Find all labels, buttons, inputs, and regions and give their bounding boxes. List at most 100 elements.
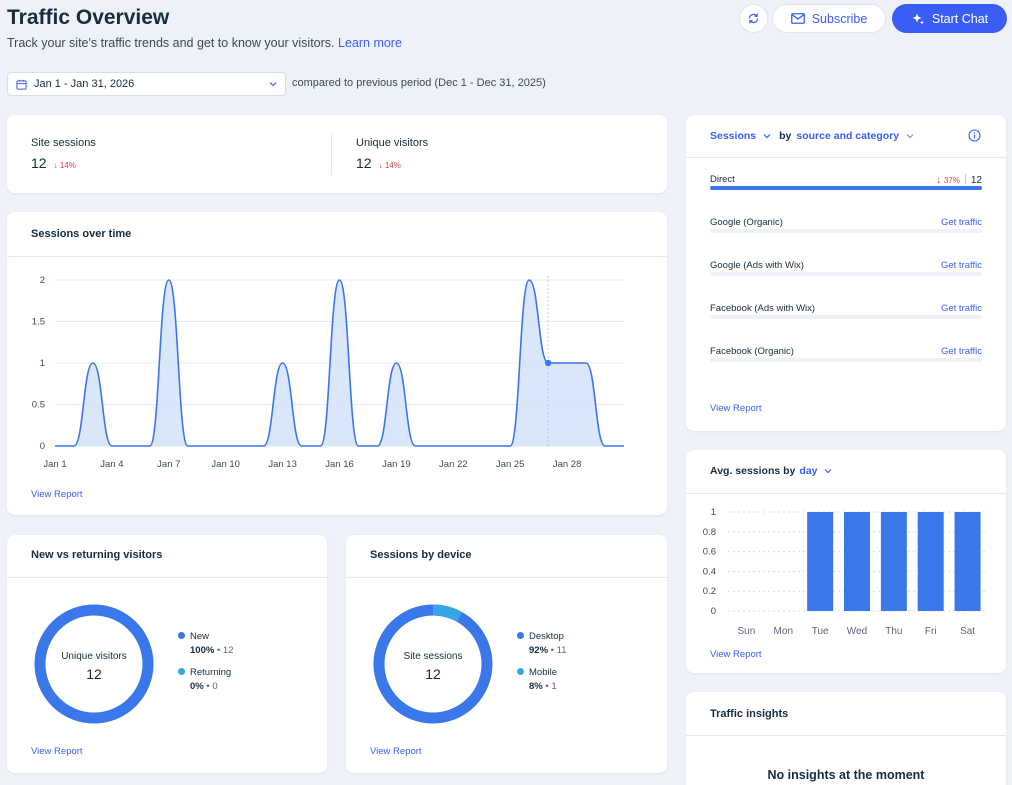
legend-count: 0 — [212, 681, 218, 692]
bar[interactable] — [954, 512, 981, 611]
source-row: Google (Organic) Get traffic — [710, 217, 982, 233]
x-tick-label: Jan 16 — [325, 459, 354, 470]
x-tick-label: Jan 19 — [382, 459, 411, 470]
start-chat-label: Start Chat — [931, 11, 989, 26]
avg-sessions-bar-chart[interactable]: 0 0.2 0.4 0.6 0.8 1 Sun Mon Tue Wed Thu Fri Sat — [686, 493, 1006, 645]
legend-percent: 8% — [529, 681, 543, 692]
bar[interactable] — [917, 512, 944, 611]
sessions-line-chart[interactable]: 0 0.5 1 1.5 2 Jan 1 Jan 4 Jan 7 Jan 10 Jan 13 Jan … — [7, 256, 667, 486]
get-traffic-link[interactable]: Get traffic — [940, 303, 982, 314]
card-divider — [686, 735, 1006, 736]
legend-dot — [517, 668, 524, 675]
x-tick-label: Jan 4 — [100, 459, 123, 470]
info-icon[interactable] — [968, 129, 981, 142]
new-vs-returning-view-report-link[interactable]: View Report — [31, 746, 83, 757]
y-tick-label: 0.8 — [703, 527, 716, 538]
day-dropdown-label: day — [799, 465, 818, 477]
legend-item-mobile: Mobile 8% • 1 — [517, 667, 557, 692]
unique-visitors-value: 12 — [356, 155, 372, 171]
start-chat-button[interactable]: Start Chat — [892, 4, 1007, 33]
new-vs-returning-title: New vs returning visitors — [31, 549, 163, 561]
legend-percent: 92% — [529, 645, 549, 656]
subtitle-text: Track your site's traffic trends and get… — [7, 36, 335, 50]
y-tick-label: 1.5 — [32, 317, 45, 328]
source-bar-fill — [710, 186, 982, 190]
bar[interactable] — [844, 512, 870, 611]
donut-segment-mobile — [432, 604, 463, 622]
source-row: Facebook (Ads with Wix) Get traffic — [710, 303, 982, 319]
source-bar-track — [710, 315, 982, 319]
legend-name: Desktop — [529, 631, 564, 642]
y-tick-label: 0 — [711, 606, 716, 617]
sessions-by-source-card: Sessions by source and category Direct ↓ … — [686, 115, 1006, 431]
chevron-down-icon — [269, 82, 277, 87]
chevron-down-icon — [763, 134, 771, 139]
legend-percent: 100% — [190, 645, 215, 656]
x-tick-label: Jan 25 — [496, 459, 525, 470]
arrow-down-icon: ↓ — [936, 175, 944, 186]
avg-sessions-card: Avg. sessions by day 0 0.2 0.4 0.6 0.8 1 Sun Mo… — [686, 450, 1006, 673]
get-traffic-link[interactable]: Get traffic — [940, 260, 982, 271]
legend-count: 11 — [556, 645, 567, 656]
subscribe-button[interactable]: Subscribe — [772, 4, 886, 33]
y-tick-label: 0 — [40, 441, 45, 452]
legend-name: New — [190, 631, 210, 642]
sessions-by-device-donut[interactable]: Site sessions 12 — [372, 603, 494, 725]
legend-item-new: New 100% • 12 — [178, 631, 234, 656]
data-point[interactable] — [544, 359, 552, 367]
calendar-icon — [16, 79, 27, 90]
date-range-picker[interactable]: Jan 1 - Jan 31, 2026 — [7, 72, 286, 96]
new-vs-returning-donut[interactable]: Unique visitors 12 — [33, 603, 155, 725]
metric-dropdown[interactable]: Sessions — [710, 130, 771, 142]
legend-count: 1 — [551, 681, 557, 692]
card-divider — [7, 577, 327, 578]
day-dropdown[interactable]: day — [799, 465, 831, 477]
get-traffic-link[interactable]: Get traffic — [940, 346, 982, 357]
source-name: Direct — [710, 174, 735, 185]
source-row: Direct ↓ 37% 12 — [710, 174, 982, 190]
card-divider — [686, 493, 1006, 494]
series-area — [55, 280, 624, 446]
y-tick-label: 0.2 — [703, 586, 716, 597]
site-sessions-label: Site sessions — [31, 137, 96, 149]
unique-visitors-label: Unique visitors — [356, 137, 429, 149]
x-tick-label: Jan 7 — [157, 459, 180, 470]
source-bar-track — [710, 229, 982, 233]
source-change: 37% — [943, 176, 960, 185]
dimension-dropdown[interactable]: source and category — [796, 130, 914, 142]
donut-center-value: 12 — [425, 666, 441, 682]
sparkle-icon — [912, 13, 924, 24]
y-tick-label: 0.4 — [703, 566, 716, 577]
x-tick-label: Jan 1 — [43, 459, 66, 470]
avg-sessions-view-report-link[interactable]: View Report — [710, 649, 762, 660]
sessions-view-report-link[interactable]: View Report — [31, 489, 83, 500]
card-divider — [346, 577, 667, 578]
sessions-by-device-view-report-link[interactable]: View Report — [370, 746, 422, 757]
traffic-insights-card: Traffic insights No insights at the mome… — [686, 692, 1006, 785]
refresh-icon — [748, 13, 759, 24]
refresh-button[interactable] — [739, 4, 768, 33]
y-tick-label: 0.5 — [32, 400, 45, 411]
source-view-report-link[interactable]: View Report — [710, 403, 762, 414]
y-tick-label: 0.6 — [703, 547, 716, 558]
no-insights-text: No insights at the moment — [767, 768, 925, 782]
metrics-card: Site sessions 12 ↓ 14% Unique visitors 1… — [7, 115, 667, 193]
source-bar-track — [710, 358, 982, 362]
legend-dot — [178, 668, 185, 675]
chevron-down-icon — [906, 134, 914, 139]
get-traffic-link[interactable]: Get traffic — [940, 217, 982, 228]
site-sessions-metric: 12 ↓ 14% — [31, 155, 76, 171]
legend-dot — [517, 632, 524, 639]
donut-ring-new — [34, 604, 154, 724]
series-line — [54, 279, 624, 447]
site-sessions-change-value: 14% — [59, 161, 76, 170]
source-name: Facebook (Ads with Wix) — [710, 303, 816, 314]
learn-more-link[interactable]: Learn more — [338, 36, 402, 50]
bar[interactable] — [880, 512, 907, 611]
donut-center-value: 12 — [86, 666, 102, 682]
x-tick-label: Sat — [960, 626, 975, 637]
bar[interactable] — [807, 512, 834, 611]
legend-item-desktop: Desktop 92% • 11 — [517, 631, 567, 656]
x-tick-label: Jan 28 — [553, 459, 582, 470]
y-tick-label: 2 — [40, 275, 45, 286]
